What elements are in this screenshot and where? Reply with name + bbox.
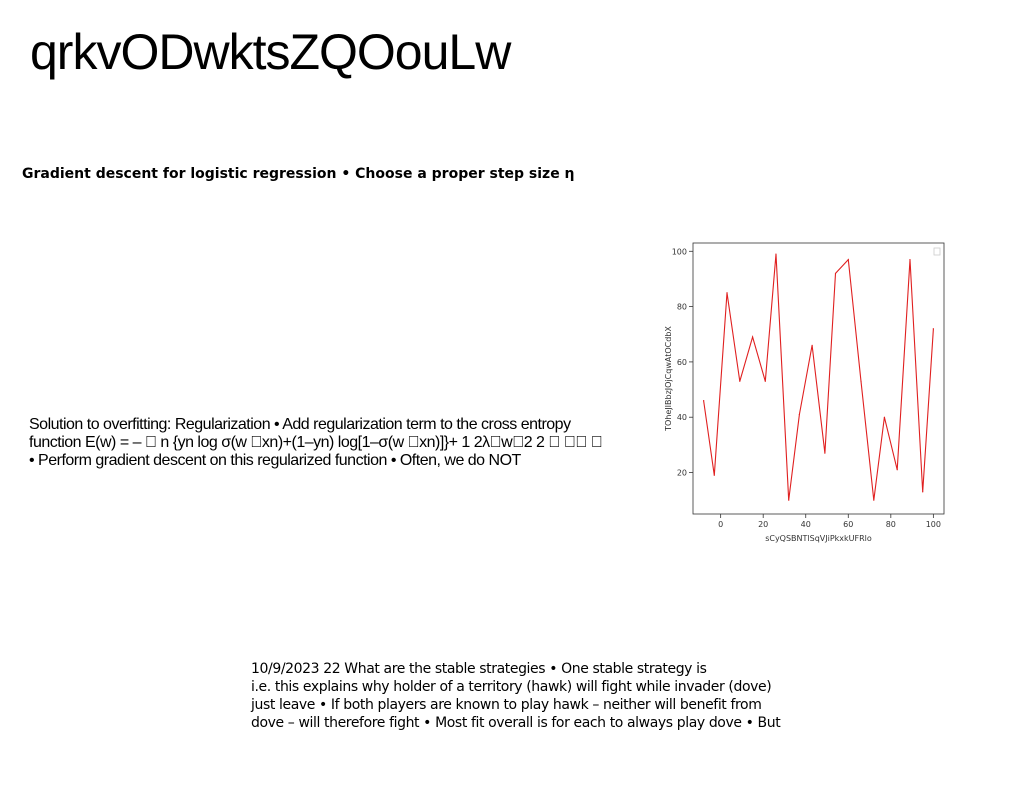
x-tick-label: 80 bbox=[886, 520, 896, 529]
paragraph-line: 10/9/2023 22 What are the stable strateg… bbox=[251, 661, 707, 677]
y-axis-label: TOheJIBbzJOjCqwAtOCdbX bbox=[664, 326, 673, 432]
paragraph-line: just leave • If both players are known t… bbox=[251, 697, 762, 713]
x-tick-label: 20 bbox=[758, 520, 768, 529]
slide-subheading: Gradient descent for logistic regression… bbox=[22, 166, 575, 182]
data-point bbox=[726, 292, 728, 294]
data-point bbox=[824, 452, 826, 454]
series-line bbox=[703, 254, 934, 501]
data-point bbox=[834, 272, 837, 275]
data-point bbox=[909, 258, 911, 261]
data-point bbox=[922, 491, 924, 493]
y-tick-label: 20 bbox=[677, 469, 687, 478]
x-tick-label: 0 bbox=[718, 520, 723, 529]
x-axis-label: sCyQSBNTlSqVJiPkxkUFRlo bbox=[765, 534, 872, 543]
data-point bbox=[798, 413, 800, 416]
line-chart-svg: 0 20 40 60 80 100 20 40 60 80 100 sCyQSBNTlSqVJiPk… bbox=[664, 242, 945, 543]
regularization-paragraph: Solution to overfitting: Regularization … bbox=[29, 416, 629, 470]
data-point bbox=[896, 469, 898, 471]
data-point bbox=[811, 344, 813, 346]
plot-frame bbox=[692, 242, 945, 515]
y-tick-label: 40 bbox=[677, 413, 687, 422]
data-point bbox=[788, 499, 790, 501]
data-point bbox=[883, 416, 886, 418]
page-title: qrkvODwktsZQOouLw bbox=[30, 24, 511, 80]
y-tick-label: 60 bbox=[677, 358, 687, 367]
paragraph-line: • Perform gradient descent on this regul… bbox=[29, 452, 521, 469]
x-tick-label: 100 bbox=[926, 520, 941, 529]
y-tick-label: 100 bbox=[672, 247, 687, 256]
data-point bbox=[713, 474, 715, 476]
paragraph-line: function E(w) = –   n {yn log σ(w  xn)+(… bbox=[29, 434, 603, 451]
x-tick-label: 60 bbox=[843, 520, 853, 529]
paragraph-line: i.e. this explains why holder of a terri… bbox=[251, 679, 772, 695]
data-point bbox=[739, 380, 741, 382]
data-point bbox=[873, 499, 875, 501]
legend-box bbox=[933, 247, 941, 256]
data-point bbox=[860, 380, 862, 382]
data-point bbox=[847, 258, 849, 261]
data-point bbox=[775, 253, 777, 255]
strategies-paragraph: 10/9/2023 22 What are the stable strateg… bbox=[251, 660, 851, 732]
data-point bbox=[751, 336, 754, 338]
data-point bbox=[764, 380, 766, 382]
paragraph-line: dove – will therefore fight • Most fit o… bbox=[251, 715, 781, 731]
line-chart: 0 20 40 60 80 100 20 40 60 80 100 sCyQSBNTlSqVJiPk… bbox=[660, 236, 950, 552]
y-tick-label: 80 bbox=[677, 303, 687, 312]
x-tick-label: 40 bbox=[801, 520, 811, 529]
data-point bbox=[932, 328, 934, 330]
data-point bbox=[703, 400, 705, 402]
paragraph-line: Solution to overfitting: Regularization … bbox=[29, 416, 571, 433]
